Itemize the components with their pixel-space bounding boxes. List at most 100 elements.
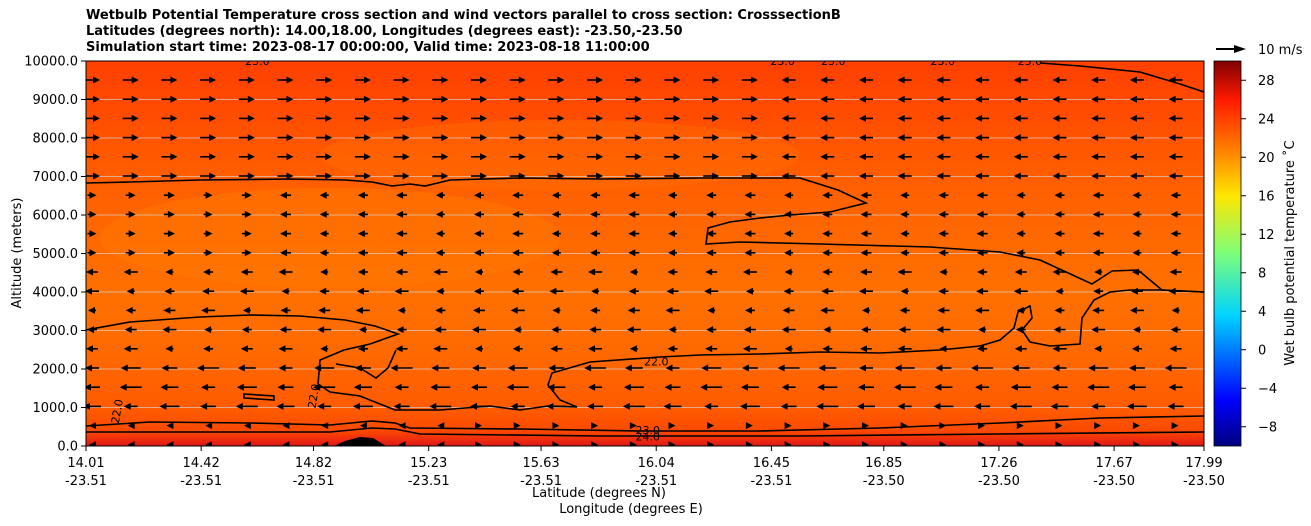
wind-arrow <box>938 191 949 199</box>
wind-arrow <box>437 422 445 430</box>
wind-arrow <box>162 326 177 334</box>
wind-arrow <box>663 402 682 410</box>
wind-arrow <box>859 134 873 142</box>
wind-arrow <box>471 172 487 180</box>
wind-arrow <box>820 134 835 142</box>
wind-arrow <box>897 95 912 103</box>
wind-arrow <box>589 326 602 334</box>
wind-arrow <box>393 95 410 103</box>
wind-arrow <box>161 76 178 84</box>
wind-arrow <box>86 345 98 353</box>
wind-arrow <box>1132 191 1142 199</box>
wind-arrow <box>628 210 640 218</box>
wind-arrow <box>1168 172 1183 180</box>
wind-arrow <box>471 134 487 142</box>
wind-arrow <box>1052 134 1067 142</box>
wind-arrow <box>160 383 179 391</box>
wind-arrow <box>587 153 604 161</box>
wind-arrow <box>1092 306 1105 314</box>
wind-arrow <box>241 249 252 257</box>
wind-arrow <box>625 114 642 122</box>
wind-arrow <box>937 306 950 314</box>
wind-arrow <box>1170 249 1181 257</box>
wind-arrow <box>242 306 251 314</box>
wind-arrow <box>1129 114 1144 122</box>
wind-arrow <box>703 153 720 161</box>
x-tick-label-lon: -23.51 <box>65 474 107 489</box>
wind-arrow <box>822 345 833 353</box>
y-tick-label: 1000.0 <box>33 401 79 416</box>
wind-arrow <box>584 364 607 372</box>
wind-arrow <box>939 268 948 276</box>
contour-top-right <box>1039 62 1204 93</box>
wind-arrow <box>1168 95 1183 103</box>
wind-arrow <box>1016 210 1026 218</box>
chart-title-line-3: Simulation start time: 2023-08-17 00:00:… <box>86 40 650 55</box>
wind-arrow <box>939 441 947 446</box>
wind-arrow <box>474 210 484 218</box>
wind-arrow <box>1169 345 1182 353</box>
wind-arrow <box>510 306 525 314</box>
wind-arrow <box>818 364 837 372</box>
wind-arrow <box>430 383 451 391</box>
wind-arrow <box>743 326 756 334</box>
wind-arrow <box>1132 422 1140 430</box>
wind-arrow <box>664 95 681 103</box>
wind-arrow <box>475 268 483 276</box>
wind-arrow <box>126 287 135 295</box>
wind-arrow <box>705 345 718 353</box>
wind-arrow <box>238 76 255 84</box>
wind-arrow <box>668 422 676 430</box>
wind-arrow <box>1013 76 1028 84</box>
wind-arrow <box>900 287 909 295</box>
wind-arrow <box>552 441 560 446</box>
wind-arrow <box>238 172 255 180</box>
wind-arrow <box>822 191 833 199</box>
wind-arrow <box>435 191 445 199</box>
wind-arrow <box>900 210 910 218</box>
wind-arrow <box>629 441 637 446</box>
x-tick-label-lat: 14.01 <box>67 456 104 471</box>
wind-arrow <box>860 210 872 218</box>
wind-arrow <box>1132 441 1140 446</box>
x-tick-label-lat: 17.26 <box>980 456 1017 471</box>
x-tick-label-lon: -23.51 <box>408 474 450 489</box>
wind-arrow <box>319 191 329 199</box>
wind-arrow <box>86 287 99 295</box>
x-tick-label-lon: -23.50 <box>1093 474 1135 489</box>
wind-arrow <box>934 383 953 391</box>
wind-arrow <box>241 191 252 199</box>
contour-label: 24.0 <box>636 430 661 443</box>
wind-arrow <box>628 287 639 295</box>
wind-arrow <box>1055 441 1063 446</box>
wind-arrow <box>665 306 680 314</box>
wind-arrow <box>165 268 174 276</box>
wind-arrow <box>897 134 912 142</box>
wind-arrow <box>509 114 526 122</box>
wind-arrow <box>784 422 792 430</box>
wind-arrow <box>471 95 487 103</box>
wind-arrow <box>317 326 332 334</box>
wind-arrow <box>860 345 872 353</box>
wind-arrow <box>86 76 100 84</box>
wind-arrow <box>87 230 97 238</box>
wind-arrow <box>739 402 760 410</box>
colorbar-ticks: −8 −4 0 4 8 12 16 20 24 28 <box>1241 74 1277 435</box>
wind-arrow <box>435 230 445 238</box>
wind-arrow <box>513 326 522 334</box>
wind-arrow <box>1013 287 1028 295</box>
wind-arrow <box>235 402 258 410</box>
wind-arrow <box>936 134 951 142</box>
wind-arrow <box>1092 191 1104 199</box>
wind-arrow <box>164 287 175 295</box>
wind-arrow <box>205 422 213 430</box>
wind-arrow <box>125 210 136 218</box>
wind-arrow <box>319 249 329 257</box>
wind-arrow <box>897 345 912 353</box>
wind-arrow <box>238 134 255 142</box>
wind-arrow <box>857 402 875 410</box>
wind-arrow <box>238 114 255 122</box>
wind-arrow <box>241 210 252 218</box>
wind-arrow <box>781 383 796 391</box>
wind-arrow <box>859 287 873 295</box>
